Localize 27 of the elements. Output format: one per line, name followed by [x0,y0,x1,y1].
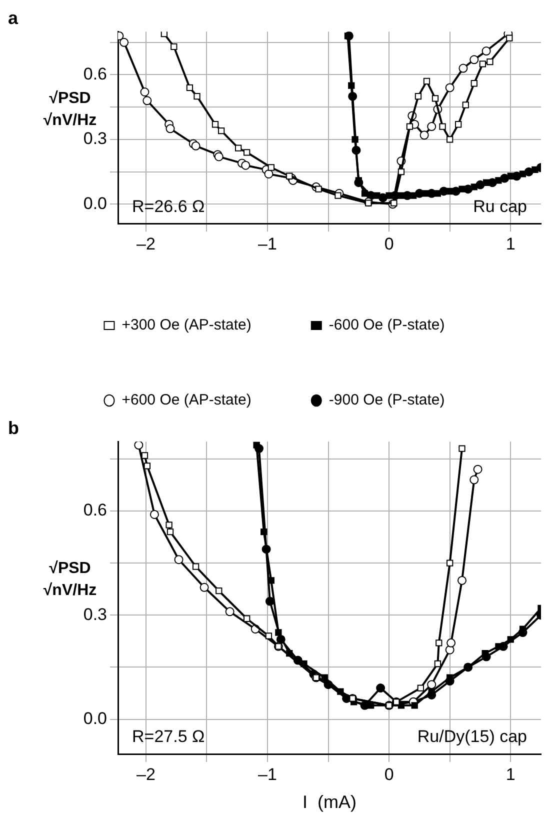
y-tick-label: 0.3 [83,129,107,148]
y-tick-label: 0.3 [83,604,107,624]
y-axis-title: √PSD √nV/Hz [43,90,97,130]
x-tick-label: –1 [258,234,277,254]
annotation: R=27.5 Ω [132,727,205,746]
legend-label: -600 Oe (P-state) [328,316,445,334]
annotation: R=26.6 Ω [132,196,205,216]
x-tick-label: 0 [384,234,394,254]
chart-title: a [8,8,19,28]
legend-label: -900 Oe (P-state) [328,392,445,409]
x-axis-title: I (mA) [302,792,356,812]
chart-title: b [8,418,19,438]
x-tick-label: 1 [506,234,516,254]
x-tick-label: 1 [506,764,516,784]
y-tick-label: 0.6 [83,500,107,520]
y-tick-label: 0.0 [83,194,107,213]
y-tick-label: 0.0 [83,708,107,728]
legend-label: +300 Oe (AP-state) [122,316,252,334]
annotation: Ru/Dy(15) cap [417,727,527,746]
x-tick-label: 0 [384,764,394,784]
x-tick-label: –2 [136,234,156,254]
y-tick-label: 0.6 [83,64,107,84]
y-axis-title: √PSD √nV/Hz [43,560,97,600]
x-tick-label: –2 [136,764,156,784]
legend-label: +600 Oe (AP-state) [122,392,252,409]
annotation: Ru cap [473,196,527,216]
x-tick-label: –1 [258,764,277,784]
